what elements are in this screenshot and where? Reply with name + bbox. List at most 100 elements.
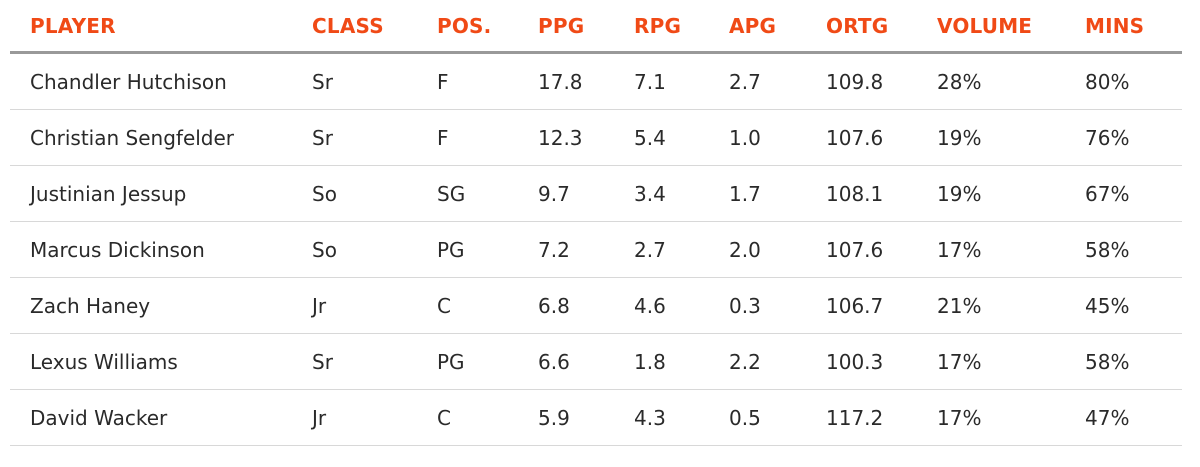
player-name: Zach Haney: [30, 293, 151, 318]
cell-position: SG: [437, 165, 538, 222]
cell-ppg: 6.6: [538, 333, 634, 390]
cell-position: C: [437, 389, 538, 446]
cell-ortg: 108.1: [826, 165, 937, 222]
cell-class: Sr: [312, 333, 437, 390]
cell-rpg: 1.8: [634, 333, 729, 390]
player-volume: 17%: [937, 349, 982, 374]
player-ortg: 108.1: [826, 181, 884, 206]
header-mins: MINS: [1085, 0, 1182, 54]
cell-mins: 58%: [1085, 333, 1182, 390]
cell-rpg: 4.6: [634, 277, 729, 334]
cell-volume: 19%: [937, 109, 1085, 166]
cell-ppg: 5.9: [538, 389, 634, 446]
table-row: David Wacker Jr C 5.9 4.3 0.5 117.2 17% …: [10, 389, 1182, 446]
cell-volume: 28%: [937, 52, 1085, 110]
player-position: PG: [437, 237, 465, 262]
cell-mins: 80%: [1085, 52, 1182, 110]
cell-ortg: 100.3: [826, 333, 937, 390]
cell-mins: 58%: [1085, 221, 1182, 278]
cell-apg: 0.3: [729, 277, 826, 334]
player-ppg: 6.8: [538, 293, 570, 318]
header-ppg: PPG: [538, 0, 634, 54]
cell-rpg: 3.4: [634, 165, 729, 222]
player-volume: 19%: [937, 125, 982, 150]
player-volume: 17%: [937, 237, 982, 262]
player-ortg: 107.6: [826, 125, 884, 150]
player-position: F: [437, 125, 449, 150]
player-rpg: 3.4: [634, 181, 666, 206]
table-body: Chandler Hutchison Sr F 17.8 7.1 2.7 109…: [10, 52, 1182, 446]
player-name: Christian Sengfelder: [30, 125, 235, 150]
player-ppg: 9.7: [538, 181, 570, 206]
player-ortg: 117.2: [826, 405, 884, 430]
cell-volume: 17%: [937, 221, 1085, 278]
cell-position: F: [437, 52, 538, 110]
cell-position: PG: [437, 221, 538, 278]
player-class: So: [312, 237, 337, 262]
player-mins: 47%: [1085, 405, 1130, 430]
cell-class: Jr: [312, 389, 437, 446]
player-rpg: 1.8: [634, 349, 666, 374]
player-ppg: 12.3: [538, 125, 583, 150]
player-class: Sr: [312, 69, 333, 94]
header-rpg-label: RPG: [634, 13, 682, 38]
player-volume: 28%: [937, 69, 982, 94]
header-volume-label: VOLUME: [937, 13, 1033, 38]
cell-ortg: 109.8: [826, 52, 937, 110]
cell-ortg: 107.6: [826, 109, 937, 166]
cell-mins: 45%: [1085, 277, 1182, 334]
cell-ppg: 12.3: [538, 109, 634, 166]
header-player: PLAYER: [10, 0, 312, 54]
cell-player: Lexus Williams: [10, 333, 312, 390]
cell-class: Sr: [312, 52, 437, 110]
player-ppg: 6.6: [538, 349, 570, 374]
cell-player: Zach Haney: [10, 277, 312, 334]
cell-rpg: 7.1: [634, 52, 729, 110]
cell-apg: 2.0: [729, 221, 826, 278]
player-mins: 58%: [1085, 237, 1130, 262]
cell-player: Justinian Jessup: [10, 165, 312, 222]
player-rpg: 5.4: [634, 125, 666, 150]
player-name: Marcus Dickinson: [30, 237, 205, 262]
player-class: Jr: [312, 293, 327, 318]
player-ortg: 109.8: [826, 69, 884, 94]
player-stats-table: PLAYER CLASS POS. PPG RPG APG ORTG VOLUM…: [10, 0, 1182, 446]
header-ortg: ORTG: [826, 0, 937, 54]
player-ppg: 17.8: [538, 69, 583, 94]
cell-ortg: 117.2: [826, 389, 937, 446]
cell-mins: 76%: [1085, 109, 1182, 166]
header-ppg-label: PPG: [538, 13, 585, 38]
cell-class: So: [312, 165, 437, 222]
header-mins-label: MINS: [1085, 13, 1145, 38]
header-ortg-label: ORTG: [826, 13, 889, 38]
cell-class: So: [312, 221, 437, 278]
cell-class: Jr: [312, 277, 437, 334]
cell-player: Marcus Dickinson: [10, 221, 312, 278]
table-row: Justinian Jessup So SG 9.7 3.4 1.7 108.1…: [10, 165, 1182, 222]
player-ppg: 7.2: [538, 237, 570, 262]
player-mins: 45%: [1085, 293, 1130, 318]
player-ortg: 106.7: [826, 293, 884, 318]
cell-player: David Wacker: [10, 389, 312, 446]
player-class: Sr: [312, 349, 333, 374]
cell-class: Sr: [312, 109, 437, 166]
cell-position: PG: [437, 333, 538, 390]
cell-ortg: 107.6: [826, 221, 937, 278]
header-volume: VOLUME: [937, 0, 1085, 54]
player-class: Jr: [312, 405, 327, 430]
cell-ppg: 9.7: [538, 165, 634, 222]
cell-ppg: 7.2: [538, 221, 634, 278]
player-apg: 2.0: [729, 237, 761, 262]
player-volume: 17%: [937, 405, 982, 430]
header-position: POS.: [437, 0, 538, 54]
player-mins: 67%: [1085, 181, 1130, 206]
cell-rpg: 4.3: [634, 389, 729, 446]
table-row: Christian Sengfelder Sr F 12.3 5.4 1.0 1…: [10, 109, 1182, 166]
table-row: Lexus Williams Sr PG 6.6 1.8 2.2 100.3 1…: [10, 333, 1182, 390]
cell-volume: 19%: [937, 165, 1085, 222]
header-player-label: PLAYER: [30, 13, 116, 38]
player-volume: 19%: [937, 181, 982, 206]
header-class-label: CLASS: [312, 13, 384, 38]
cell-apg: 0.5: [729, 389, 826, 446]
player-apg: 0.5: [729, 405, 761, 430]
